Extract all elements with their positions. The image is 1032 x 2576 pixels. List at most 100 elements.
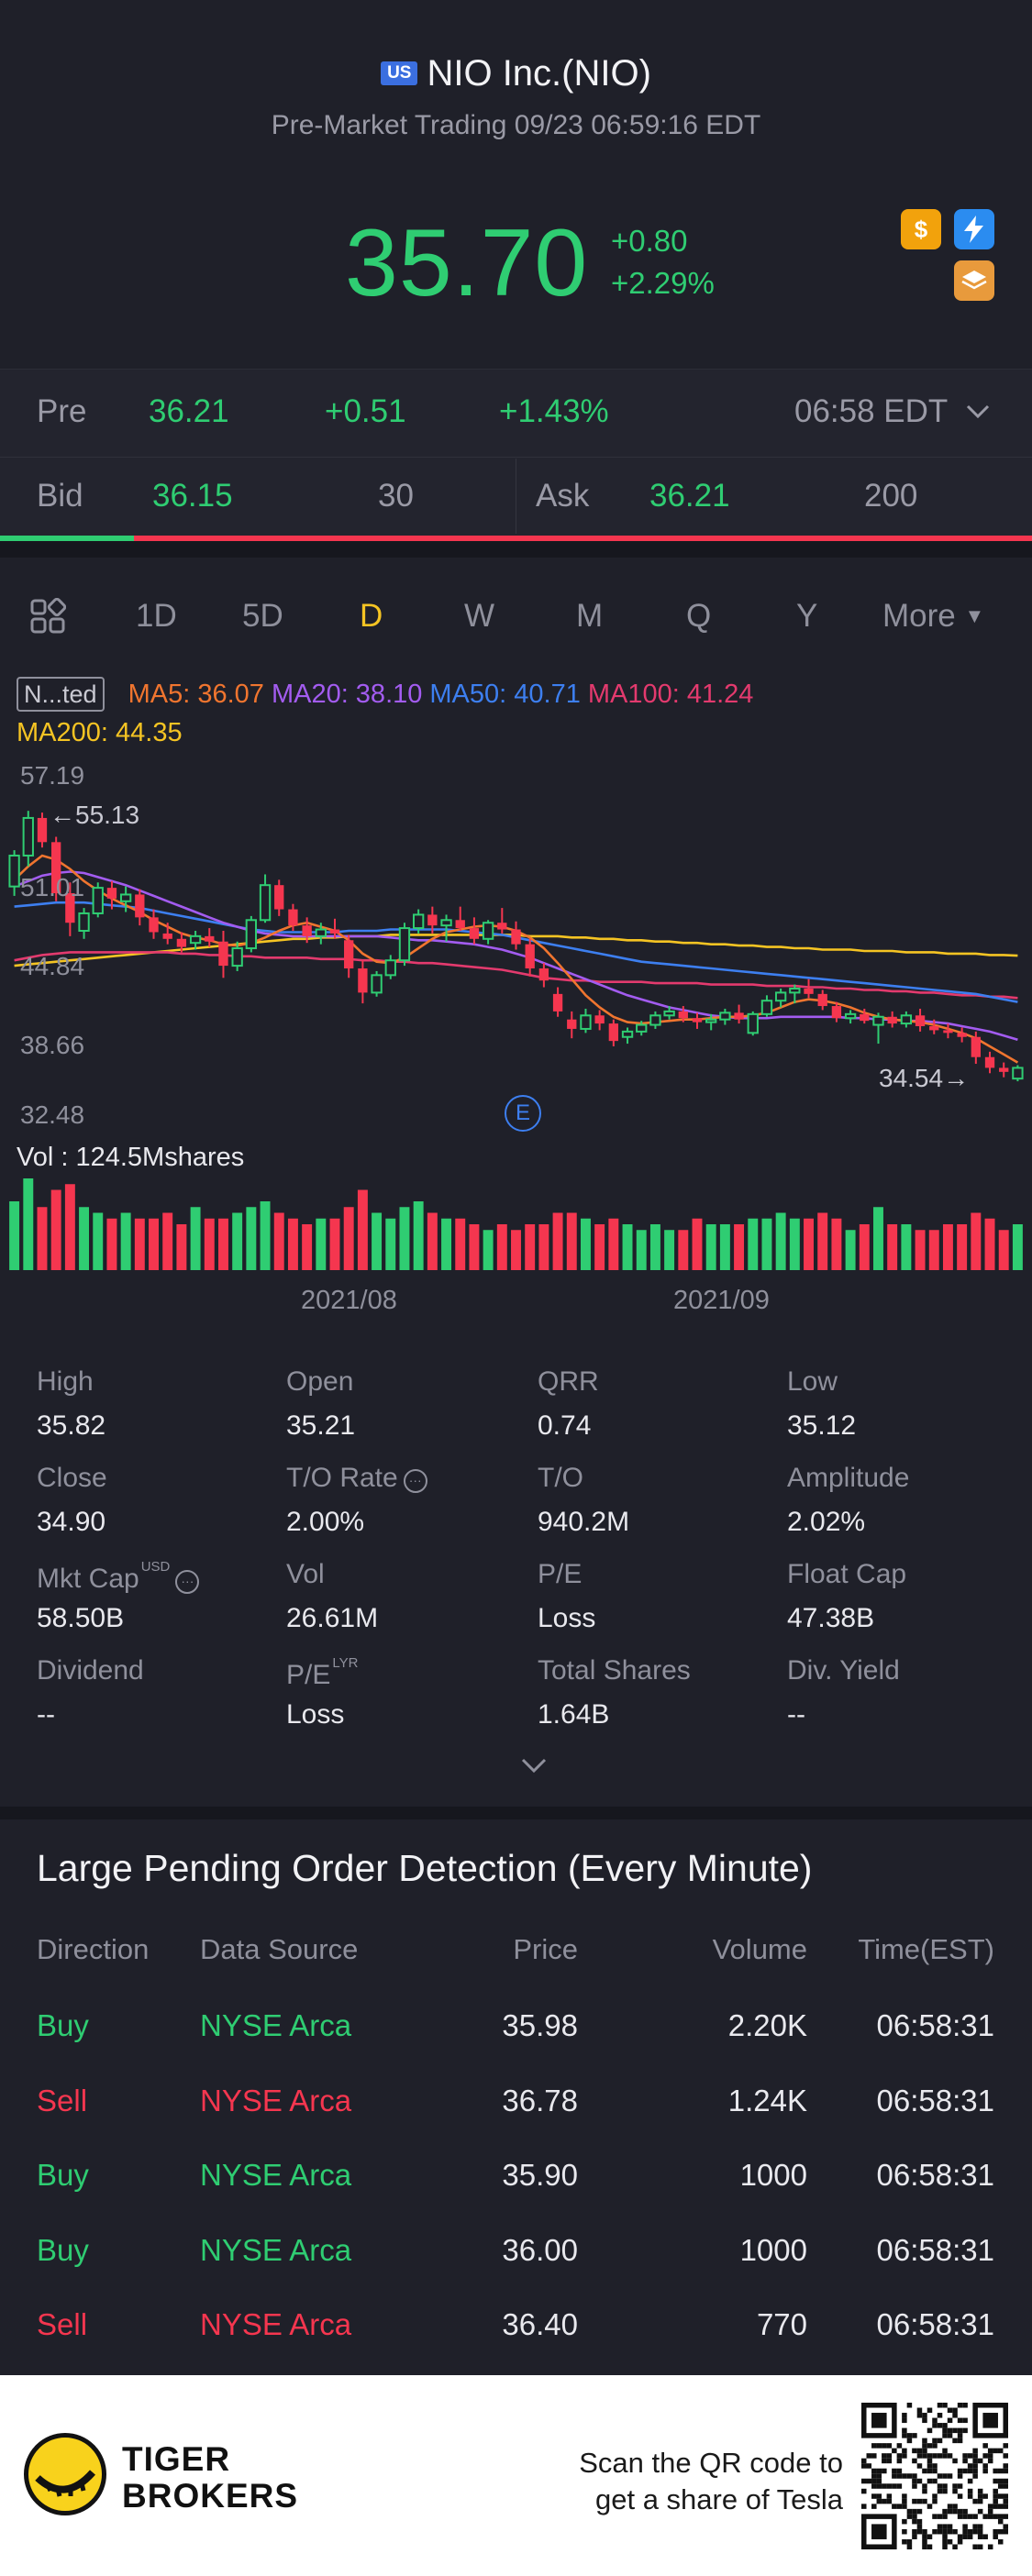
qr-module: [997, 2478, 1004, 2484]
qr-module: [912, 2473, 917, 2479]
qr-module: [967, 2463, 973, 2469]
qr-module: [882, 2468, 887, 2474]
x-tick: 2021/09: [673, 1286, 770, 1315]
brand-line-1: TIGER: [122, 2440, 231, 2478]
qr-module: [916, 2528, 923, 2535]
order-time: 06:58:31: [876, 2158, 994, 2192]
ask-size: 200: [864, 478, 918, 514]
qr-module: [957, 2473, 963, 2479]
stat-label-mkt-cap: Mkt Cap USD···: [37, 1559, 200, 1595]
volume-bar: [636, 1230, 647, 1270]
info-icon[interactable]: ···: [403, 1469, 427, 1493]
qr-module: [997, 2514, 1004, 2519]
tab-q[interactable]: Q: [686, 598, 712, 634]
qr-module: [967, 2528, 973, 2535]
qr-module: [866, 2478, 872, 2484]
qr-module: [861, 2478, 867, 2484]
price-chart[interactable]: [0, 752, 1032, 1275]
pre-change-pct: +1.43%: [499, 393, 609, 429]
qr-module: [906, 2473, 913, 2479]
last-price: 35.70: [345, 210, 589, 316]
candle-body: [844, 1012, 857, 1020]
order-direction: Sell: [37, 2307, 88, 2341]
qr-code[interactable]: [861, 2403, 1008, 2549]
qr-module: [886, 2453, 893, 2459]
tab-more[interactable]: More ▼: [882, 598, 984, 635]
qr-module: [922, 2498, 927, 2504]
qr-module: [937, 2473, 943, 2479]
qr-module: [952, 2413, 958, 2418]
dollar-icon[interactable]: $: [901, 209, 941, 249]
qr-module: [962, 2514, 968, 2519]
qr-module: [886, 2498, 893, 2504]
volume-bar: [9, 1201, 20, 1270]
candle-body: [774, 991, 787, 1002]
qr-module: [987, 2508, 993, 2515]
tab-y[interactable]: Y: [796, 598, 818, 634]
stat-label-mkt-cap-text: Mkt Cap: [37, 1564, 139, 1594]
qr-module: [947, 2524, 953, 2529]
layers-icon[interactable]: [954, 260, 994, 301]
qr-module: [1003, 2528, 1008, 2535]
volume-bar: [302, 1224, 313, 1270]
candle-body: [398, 927, 411, 962]
y-tick: 51.01: [20, 873, 85, 901]
qr-module: [997, 2518, 1004, 2525]
order-price: 35.98: [502, 2008, 578, 2042]
stat-label-open: Open: [286, 1366, 354, 1397]
qr-module: [987, 2458, 993, 2464]
earnings-event-marker[interactable]: E: [505, 1095, 541, 1132]
pre-market-row[interactable]: Pre 36.21 +0.51 +1.43% 06:58 EDT: [0, 369, 1032, 457]
stat-label-high: High: [37, 1366, 94, 1397]
qr-module: [947, 2427, 953, 2434]
qr-module: [957, 2538, 963, 2545]
qr-module: [896, 2483, 903, 2489]
volume-bar: [93, 1212, 104, 1270]
qr-module: [937, 2514, 943, 2519]
qr-module: [1003, 2498, 1008, 2504]
volume-bar: [79, 1207, 90, 1270]
volume-bar: [190, 1207, 201, 1270]
bid-ratio-bar: [0, 536, 135, 541]
qr-module: [861, 2458, 867, 2464]
qr-module: [871, 2483, 877, 2489]
qr-module: [962, 2468, 968, 2474]
col-header-volume: Volume: [712, 1933, 807, 1965]
qr-module: [1003, 2443, 1008, 2449]
qr-module: [932, 2493, 938, 2499]
tab-5d[interactable]: 5D: [242, 598, 283, 634]
col-header-price: Price: [513, 1933, 578, 1965]
order-direction: Sell: [37, 2083, 88, 2117]
qr-module: [902, 2448, 907, 2454]
min-price-label: 34.54→: [879, 1064, 970, 1092]
volume-bar: [23, 1178, 34, 1270]
candle-body: [440, 919, 452, 927]
qr-module: [1003, 2453, 1008, 2459]
share-footer: TIGER BROKERS Scan the QR code to get a …: [0, 2375, 1032, 2576]
candle-body: [984, 1056, 995, 1068]
qr-module: [997, 2528, 1004, 2535]
candle-body: [999, 1067, 1009, 1072]
chart-layout-icon[interactable]: [29, 598, 66, 635]
expand-chevron-icon[interactable]: [519, 1755, 549, 1775]
candle-body: [580, 1014, 592, 1030]
chevron-down-icon[interactable]: [965, 403, 991, 421]
volume-bar: [845, 1230, 856, 1270]
lightning-icon[interactable]: [954, 209, 994, 249]
qr-module: [882, 2458, 887, 2464]
tab-1d[interactable]: 1D: [136, 598, 177, 634]
qr-module: [922, 2534, 927, 2539]
y-tick: 32.48: [20, 1100, 85, 1129]
ma-legend-item: MA20: 38.10: [271, 680, 423, 709]
candle-body: [831, 1006, 842, 1019]
adjust-toggle[interactable]: N...ted: [17, 677, 105, 712]
tab-w[interactable]: W: [464, 598, 495, 634]
section-divider: [0, 1807, 1032, 1819]
tab-d[interactable]: D: [360, 598, 383, 634]
stat-value-low: 35.12: [787, 1410, 857, 1441]
candle-body: [538, 968, 549, 981]
candle-body: [678, 1011, 688, 1019]
quote-header: US NIO Inc.(NIO) Pre-Market Trading 09/23…: [0, 0, 1032, 367]
tab-m[interactable]: M: [576, 598, 604, 634]
info-icon[interactable]: ···: [175, 1570, 200, 1594]
